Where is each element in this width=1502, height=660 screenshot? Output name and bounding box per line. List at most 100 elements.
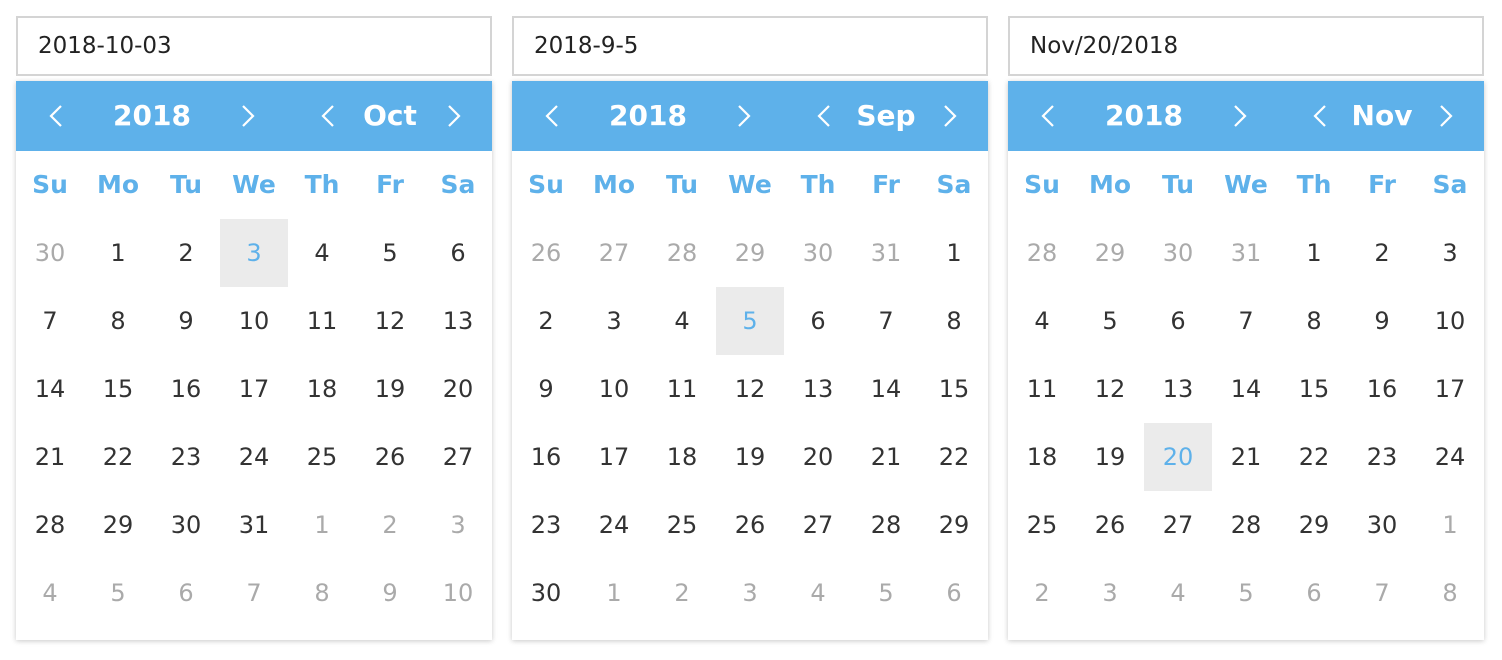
day-cell[interactable]: 29 [1298,511,1330,539]
day-cell-selected[interactable]: 3 [220,219,288,287]
day-cell[interactable]: 27 [442,443,474,471]
day-cell[interactable]: 18 [306,375,338,403]
next-month-button[interactable] [930,81,970,151]
day-cell[interactable]: 28 [870,511,902,539]
day-cell[interactable]: 4 [1034,307,1050,335]
day-cell[interactable]: 30 [1366,511,1398,539]
day-cell[interactable]: 22 [1298,443,1330,471]
day-cell[interactable]: 1 [606,579,622,607]
day-cell[interactable]: 3 [606,307,622,335]
day-cell[interactable]: 1 [1442,511,1458,539]
day-cell[interactable]: 11 [666,375,698,403]
day-cell[interactable]: 7 [246,579,262,607]
day-cell[interactable]: 25 [1026,511,1058,539]
day-cell[interactable]: 19 [734,443,766,471]
day-cell[interactable]: 4 [42,579,58,607]
day-cell[interactable]: 9 [178,307,194,335]
day-cell[interactable]: 24 [1434,443,1466,471]
day-cell[interactable]: 4 [1170,579,1186,607]
day-cell[interactable]: 10 [598,375,630,403]
day-cell[interactable]: 8 [1442,579,1458,607]
day-cell[interactable]: 11 [1026,375,1058,403]
next-year-button[interactable] [1220,81,1260,151]
day-cell[interactable]: 26 [374,443,406,471]
day-cell[interactable]: 15 [1298,375,1330,403]
day-cell[interactable]: 24 [238,443,270,471]
day-cell[interactable]: 21 [1230,443,1262,471]
day-cell[interactable]: 25 [306,443,338,471]
day-cell[interactable]: 3 [1442,239,1458,267]
day-cell[interactable]: 9 [538,375,554,403]
day-cell[interactable]: 7 [1374,579,1390,607]
day-cell[interactable]: 4 [314,239,330,267]
day-cell-selected[interactable]: 20 [1144,423,1212,491]
day-cell[interactable]: 6 [810,307,826,335]
date-input[interactable] [1008,16,1484,76]
day-cell[interactable]: 6 [1306,579,1322,607]
day-cell[interactable]: 12 [374,307,406,335]
day-cell[interactable]: 23 [530,511,562,539]
next-year-button[interactable] [724,81,764,151]
day-cell[interactable]: 13 [1162,375,1194,403]
day-cell[interactable]: 31 [1230,239,1262,267]
day-cell[interactable]: 29 [938,511,970,539]
day-cell[interactable]: 31 [238,511,270,539]
day-cell[interactable]: 13 [442,307,474,335]
day-cell[interactable]: 10 [238,307,270,335]
next-month-button[interactable] [1426,81,1466,151]
day-cell[interactable]: 3 [1102,579,1118,607]
day-cell[interactable]: 2 [178,239,194,267]
year-label[interactable]: 2018 [1105,99,1183,132]
day-cell[interactable]: 2 [538,307,554,335]
day-cell[interactable]: 28 [1230,511,1262,539]
day-cell[interactable]: 23 [1366,443,1398,471]
day-cell[interactable]: 30 [802,239,834,267]
date-input[interactable] [16,16,492,76]
prev-year-button[interactable] [36,81,76,151]
day-cell[interactable]: 1 [1306,239,1322,267]
day-cell[interactable]: 14 [870,375,902,403]
day-cell[interactable]: 2 [674,579,690,607]
day-cell[interactable]: 9 [382,579,398,607]
year-label[interactable]: 2018 [609,99,687,132]
day-cell[interactable]: 27 [598,239,630,267]
day-cell[interactable]: 29 [734,239,766,267]
day-cell[interactable]: 28 [1026,239,1058,267]
month-label[interactable]: Nov [1351,99,1413,132]
month-label[interactable]: Oct [363,99,417,132]
day-cell[interactable]: 5 [110,579,126,607]
day-cell[interactable]: 18 [666,443,698,471]
day-cell[interactable]: 15 [102,375,134,403]
day-cell[interactable]: 19 [1094,443,1126,471]
day-cell[interactable]: 7 [878,307,894,335]
day-cell[interactable]: 22 [102,443,134,471]
day-cell[interactable]: 14 [1230,375,1262,403]
day-cell[interactable]: 5 [1102,307,1118,335]
date-input[interactable] [512,16,988,76]
day-cell[interactable]: 18 [1026,443,1058,471]
prev-year-button[interactable] [1028,81,1068,151]
day-cell[interactable]: 28 [666,239,698,267]
day-cell[interactable]: 11 [306,307,338,335]
day-cell[interactable]: 1 [314,511,330,539]
day-cell[interactable]: 19 [374,375,406,403]
day-cell[interactable]: 8 [946,307,962,335]
day-cell[interactable]: 23 [170,443,202,471]
day-cell[interactable]: 17 [598,443,630,471]
day-cell[interactable]: 13 [802,375,834,403]
day-cell[interactable]: 15 [938,375,970,403]
day-cell[interactable]: 27 [802,511,834,539]
day-cell[interactable]: 6 [1170,307,1186,335]
day-cell[interactable]: 20 [442,375,474,403]
day-cell[interactable]: 26 [1094,511,1126,539]
day-cell[interactable]: 2 [382,511,398,539]
day-cell[interactable]: 8 [110,307,126,335]
day-cell[interactable]: 30 [170,511,202,539]
day-cell[interactable]: 10 [442,579,474,607]
day-cell[interactable]: 1 [946,239,962,267]
day-cell[interactable]: 21 [34,443,66,471]
day-cell[interactable]: 7 [42,307,58,335]
day-cell[interactable]: 26 [734,511,766,539]
day-cell[interactable]: 29 [102,511,134,539]
day-cell[interactable]: 8 [1306,307,1322,335]
